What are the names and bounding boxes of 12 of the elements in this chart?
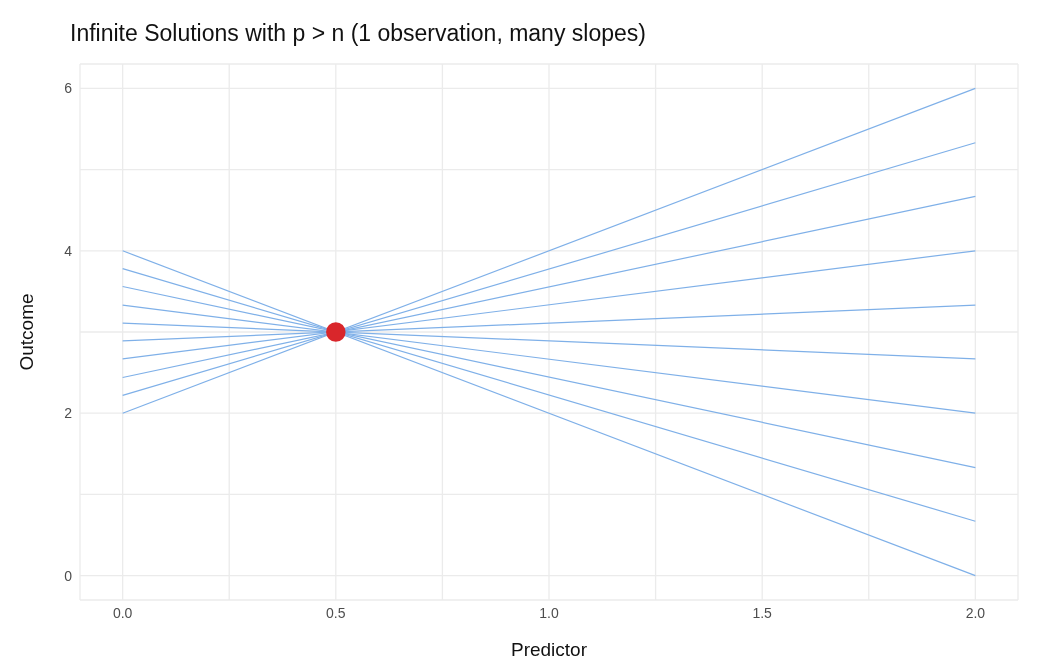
y-axis-title: Outcome xyxy=(15,293,37,371)
x-tick-label: 0.5 xyxy=(326,604,346,621)
x-axis-title: Predictor xyxy=(510,639,588,660)
chart-title: Infinite Solutions with p > n (1 observation, many slopes) xyxy=(69,19,647,48)
x-tick-label: 1.5 xyxy=(752,604,773,621)
y-tick-label: 0 xyxy=(64,567,73,584)
y-tick-label: 6 xyxy=(64,80,73,97)
x-tick-label: 2.0 xyxy=(965,604,986,621)
y-tick-label: 2 xyxy=(64,405,73,422)
y-tick-label: 4 xyxy=(64,242,73,259)
x-tick-label: 0.0 xyxy=(112,604,133,621)
x-tick-label: 1.0 xyxy=(539,604,559,621)
